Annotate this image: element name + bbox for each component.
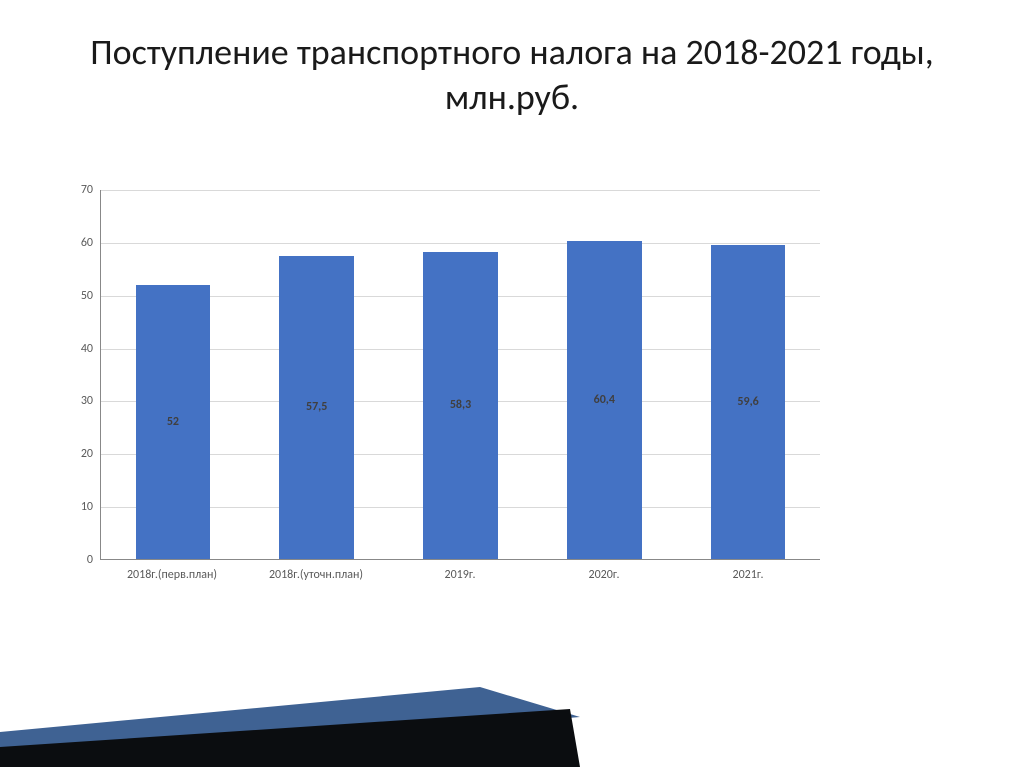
plot-area: 010203040506070 5257,558,360,459,6 <box>100 190 820 560</box>
revenue-chart: 010203040506070 5257,558,360,459,6 2018г… <box>60 190 840 590</box>
bar: 57,5 <box>279 256 354 559</box>
y-tick-label: 60 <box>81 236 93 250</box>
x-tick-label: 2021г. <box>676 568 820 582</box>
x-tick-label: 2019г. <box>388 568 532 582</box>
bar-value-label: 52 <box>167 415 179 429</box>
y-tick-label: 50 <box>81 289 93 303</box>
y-tick-label: 70 <box>81 183 93 197</box>
bar-slot: 52 <box>101 190 245 559</box>
y-tick-label: 30 <box>81 394 93 408</box>
bar-value-label: 57,5 <box>306 400 327 414</box>
slide-decoration <box>0 687 580 767</box>
x-tick-label: 2018г.(перв.план) <box>100 568 244 582</box>
x-axis-labels: 2018г.(перв.план)2018г.(уточн.план)2019г… <box>100 568 820 582</box>
y-tick-label: 20 <box>81 447 93 461</box>
bar: 60,4 <box>567 241 642 559</box>
bar-slot: 58,3 <box>389 190 533 559</box>
page-title: Поступление транспортного налога на 2018… <box>0 0 1024 140</box>
y-tick-label: 0 <box>87 553 93 567</box>
bar: 59,6 <box>711 245 786 559</box>
bar: 58,3 <box>423 252 498 559</box>
bar-value-label: 60,4 <box>594 393 615 407</box>
x-tick-label: 2020г. <box>532 568 676 582</box>
bars-container: 52 57,5 58,3 60,4 59,6 <box>101 190 820 559</box>
bar-slot: 59,6 <box>676 190 820 559</box>
bar-slot: 60,4 <box>532 190 676 559</box>
x-tick-label: 2018г.(уточн.план) <box>244 568 388 582</box>
bar-value-label: 58,3 <box>450 398 471 412</box>
bar-slot: 57,5 <box>245 190 389 559</box>
y-tick-label: 10 <box>81 500 93 514</box>
bar-value-label: 59,6 <box>737 395 758 409</box>
y-tick-label: 40 <box>81 342 93 356</box>
bar: 52 <box>136 285 211 559</box>
